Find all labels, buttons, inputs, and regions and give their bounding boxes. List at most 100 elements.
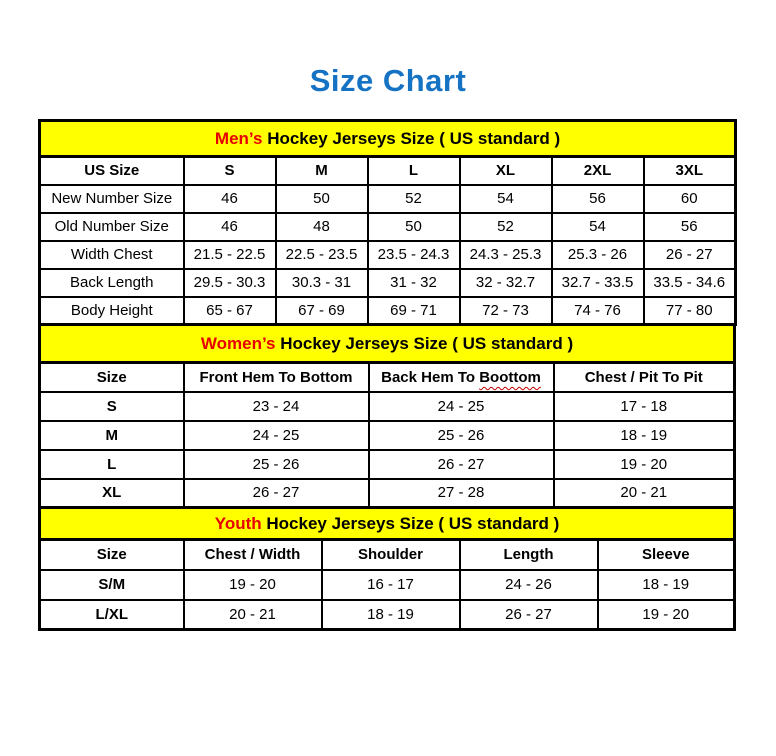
column-header-label: Shoulder xyxy=(357,546,423,564)
size-chart-page: Size Chart Men’s Hockey Jerseys Size ( U… xyxy=(0,64,776,631)
mens-size-cell: 60 xyxy=(642,183,737,214)
womens-size-cell: 27 - 28 xyxy=(367,477,555,509)
mens-size-cell: 72 - 73 xyxy=(458,295,553,326)
youth-column-header: Length xyxy=(458,538,599,571)
womens-row-label: XL xyxy=(38,477,185,509)
mens-size-cell: 52 xyxy=(366,183,461,214)
womens-column-header: Back Hem To Boottom xyxy=(367,361,555,393)
womens-row-label: M xyxy=(38,419,185,451)
mens-size-cell: 46 xyxy=(182,211,277,242)
youth-row-label: L/XL xyxy=(38,598,185,631)
column-header-label: 3XL xyxy=(675,162,704,180)
youth-banner-text: Hockey Jerseys Size ( US standard ) xyxy=(261,513,560,533)
mens-size-cell: 33.5 - 34.6 xyxy=(642,267,737,298)
youth-column-header: Shoulder xyxy=(320,538,461,571)
size-chart-tables: Men’s Hockey Jerseys Size ( US standard … xyxy=(37,119,738,631)
youth-column-header: Chest / Width xyxy=(182,538,323,571)
column-header-label: US Size xyxy=(84,162,140,180)
youth-table-row: L/XL 20 - 21 18 - 19 26 - 27 19 - 20 xyxy=(38,598,736,631)
youth-size-cell: 19 - 20 xyxy=(182,568,323,601)
size-table-mens: Men’s Hockey Jerseys Size ( US standard … xyxy=(37,119,738,326)
mens-banner-text: Hockey Jerseys Size ( US standard ) xyxy=(262,128,561,148)
womens-size-cell: 24 - 25 xyxy=(367,390,555,422)
youth-row-label: S/M xyxy=(38,568,185,601)
mens-size-cell: 56 xyxy=(642,211,737,242)
mens-row-label: New Number Size xyxy=(38,183,185,214)
column-header-label: Size xyxy=(96,368,127,386)
womens-table-row: M 24 - 25 25 - 26 18 - 19 xyxy=(38,419,736,451)
womens-table-row: L 25 - 26 26 - 27 19 - 20 xyxy=(38,448,736,480)
womens-column-header: Size xyxy=(38,361,185,393)
mens-table-row: Width Chest 21.5 - 22.5 22.5 - 23.5 23.5 - … xyxy=(38,239,737,270)
youth-size-cell: 19 - 20 xyxy=(596,598,736,631)
youth-size-cell: 16 - 17 xyxy=(320,568,461,601)
youth-section-banner: Youth Hockey Jerseys Size ( US standard … xyxy=(37,506,737,541)
womens-row-label: L xyxy=(38,448,185,480)
mens-size-cell: 50 xyxy=(366,211,461,242)
mens-size-cell: 50 xyxy=(274,183,369,214)
mens-size-cell: 31 - 32 xyxy=(366,267,461,298)
mens-size-cell: 32.7 - 33.5 xyxy=(550,267,645,298)
womens-size-cell: 26 - 27 xyxy=(182,477,370,509)
youth-size-cell: 20 - 21 xyxy=(182,598,323,631)
column-header-label: L xyxy=(408,162,419,180)
youth-column-header: Sleeve xyxy=(596,538,736,571)
mens-size-cell: 23.5 - 24.3 xyxy=(366,239,461,270)
mens-size-cell: 30.3 - 31 xyxy=(274,267,369,298)
mens-size-cell: 54 xyxy=(458,183,553,214)
womens-banner-text: Hockey Jerseys Size ( US standard ) xyxy=(275,333,574,353)
mens-size-cell: 77 - 80 xyxy=(642,295,737,326)
size-table-youth: Youth Hockey Jerseys Size ( US standard … xyxy=(37,506,737,631)
mens-row-label: Old Number Size xyxy=(38,211,185,242)
mens-column-header: L xyxy=(366,155,461,186)
womens-size-cell: 23 - 24 xyxy=(182,390,370,422)
mens-size-cell: 56 xyxy=(550,183,645,214)
column-header-label: Front Hem To Bottom xyxy=(199,368,353,386)
youth-size-cell: 18 - 19 xyxy=(320,598,461,631)
mens-column-header: 3XL xyxy=(642,155,737,186)
mens-size-cell: 46 xyxy=(182,183,277,214)
mens-size-cell: 67 - 69 xyxy=(274,295,369,326)
mens-size-cell: 25.3 - 26 xyxy=(550,239,645,270)
womens-table-row: XL 26 - 27 27 - 28 20 - 21 xyxy=(38,477,736,509)
column-header-label: Sleeve xyxy=(642,546,690,564)
column-header-label: 2XL xyxy=(583,162,612,180)
mens-row-label: Body Height xyxy=(38,295,185,326)
mens-size-cell: 29.5 - 30.3 xyxy=(182,267,277,298)
column-header-misspelled-word: Boottom xyxy=(479,368,541,386)
womens-size-cell: 25 - 26 xyxy=(182,448,370,480)
mens-table-row: New Number Size 46 50 52 54 56 60 xyxy=(38,183,737,214)
youth-table-row: S/M 19 - 20 16 - 17 24 - 26 18 - 19 xyxy=(38,568,736,601)
youth-size-cell: 24 - 26 xyxy=(458,568,599,601)
womens-size-cell: 19 - 20 xyxy=(552,448,736,480)
youth-banner-highlight: Youth xyxy=(214,513,262,533)
mens-size-cell: 26 - 27 xyxy=(642,239,737,270)
page-title: Size Chart xyxy=(309,63,467,98)
womens-size-cell: 18 - 19 xyxy=(552,419,736,451)
womens-row-label: S xyxy=(38,390,185,422)
mens-size-cell: 21.5 - 22.5 xyxy=(182,239,277,270)
mens-column-header: XL xyxy=(458,155,553,186)
mens-column-header: 2XL xyxy=(550,155,645,186)
mens-table-row: Body Height 65 - 67 67 - 69 69 - 71 72 - 73 7… xyxy=(38,295,737,326)
column-header-label: Back Hem To xyxy=(381,368,480,386)
mens-section-banner: Men’s Hockey Jerseys Size ( US standard … xyxy=(37,119,738,158)
mens-size-cell: 52 xyxy=(458,211,553,242)
womens-size-cell: 20 - 21 xyxy=(552,477,736,509)
womens-size-cell: 26 - 27 xyxy=(367,448,555,480)
mens-banner-highlight: Men’s xyxy=(214,128,263,148)
column-header-label: Length xyxy=(503,546,554,564)
mens-column-header: S xyxy=(182,155,277,186)
womens-size-cell: 24 - 25 xyxy=(182,419,370,451)
mens-size-cell: 74 - 76 xyxy=(550,295,645,326)
column-header-label: M xyxy=(315,162,328,180)
mens-size-cell: 48 xyxy=(274,211,369,242)
youth-size-cell: 18 - 19 xyxy=(596,568,736,601)
youth-size-cell: 26 - 27 xyxy=(458,598,599,631)
womens-column-header: Chest / Pit To Pit xyxy=(552,361,736,393)
column-header-label: S xyxy=(224,162,235,180)
youth-column-header: Size xyxy=(38,538,185,571)
womens-banner-highlight: Women’s xyxy=(200,333,276,353)
column-header-label: XL xyxy=(495,162,516,180)
womens-section-banner: Women’s Hockey Jerseys Size ( US standar… xyxy=(37,323,737,364)
